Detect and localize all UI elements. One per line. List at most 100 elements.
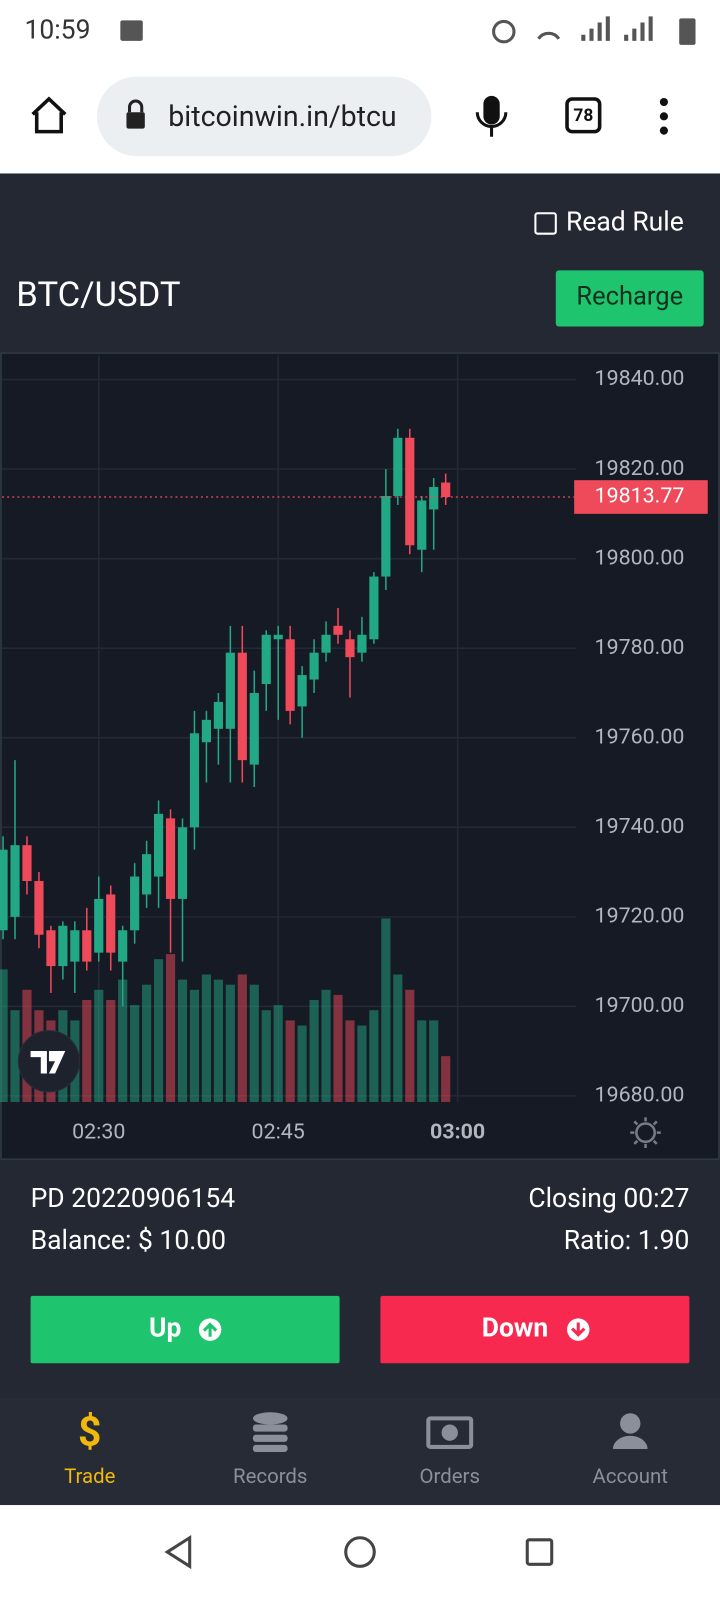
volume-bar	[94, 989, 104, 1103]
candle-body	[381, 495, 391, 577]
recharge-button[interactable]	[555, 270, 704, 327]
volume-bar	[417, 1020, 427, 1103]
nav-orders[interactable]: Orders	[420, 1464, 480, 1488]
volume-bar	[177, 979, 188, 1103]
records-icon	[252, 1412, 288, 1453]
volume-bar	[189, 989, 200, 1103]
menu-button[interactable]	[659, 97, 668, 135]
y-tick-label: 19800.00	[595, 545, 685, 570]
volume-bar	[393, 974, 403, 1103]
candle-body	[213, 701, 223, 729]
nav-trade[interactable]: Trade	[64, 1464, 116, 1488]
nav-records[interactable]: Records	[233, 1464, 307, 1488]
volume-bar	[225, 984, 235, 1103]
candle-body	[58, 925, 68, 967]
candle-body	[333, 625, 343, 635]
volume-bar	[10, 1010, 20, 1103]
status-bar	[0, 0, 720, 67]
tabs-button[interactable]	[565, 97, 602, 134]
tradingview-mark	[30, 1051, 66, 1074]
tabs-count: 78	[573, 106, 593, 126]
candle-body	[249, 692, 259, 765]
pair-title: BTC/USDT	[16, 275, 180, 315]
gallery-icon	[120, 20, 143, 41]
candle-body	[70, 930, 80, 962]
bottom-nav	[0, 1397, 720, 1506]
y-tick-label: 19760.00	[595, 724, 685, 749]
down-label: Down	[482, 1313, 549, 1344]
volume-bar	[309, 1000, 319, 1103]
volume-bar	[297, 1025, 307, 1103]
volume-bar	[142, 984, 152, 1103]
volume-bar	[405, 989, 415, 1103]
ratio-text: Ratio: 1.90	[564, 1225, 690, 1256]
volume-bar	[201, 974, 212, 1103]
y-tick-label: 19780.00	[595, 635, 685, 660]
candle-body	[225, 652, 235, 729]
home-button[interactable]	[31, 96, 67, 134]
mic-button[interactable]	[483, 95, 500, 125]
candle-body	[441, 482, 451, 498]
candle-body	[429, 487, 439, 510]
orders-icon	[426, 1416, 474, 1449]
candle-body	[285, 639, 295, 711]
down-button[interactable]	[380, 1295, 690, 1364]
tradingview-logo[interactable]	[17, 1030, 81, 1093]
y-tick-label: 19840.00	[595, 366, 685, 391]
volume-bar	[213, 979, 223, 1103]
candle-body	[165, 818, 176, 899]
recents-button[interactable]	[525, 1538, 554, 1566]
candle-body	[369, 576, 379, 640]
signal-icon	[581, 16, 610, 41]
volume-bar	[153, 959, 164, 1103]
read-rule-link[interactable]: Read Rule	[566, 206, 684, 237]
candle-body	[309, 652, 319, 680]
volume-bar	[357, 1025, 367, 1103]
candle-body	[0, 849, 8, 931]
volume-bar	[165, 954, 176, 1103]
settings-icon[interactable]	[630, 1117, 661, 1148]
candle-body	[177, 827, 188, 899]
x-tick-label: 02:30	[72, 1119, 125, 1144]
volume-bar	[345, 1020, 355, 1103]
candle-body	[297, 675, 307, 707]
rule-icon	[534, 212, 557, 235]
candle-body	[237, 652, 247, 761]
candle-body	[321, 634, 331, 653]
candle-body	[94, 898, 104, 953]
chart: 19680.00 19700.00 19720.00 19740.00 19760.00…	[0, 355, 708, 1144]
lock-icon	[126, 112, 145, 129]
volume-bar	[321, 989, 331, 1103]
x-tick-label: 03:00	[430, 1119, 485, 1144]
signal-icon-2	[624, 16, 653, 41]
up-button[interactable]	[30, 1295, 340, 1364]
url-bar[interactable]	[96, 76, 432, 157]
candle-body	[82, 930, 92, 962]
hotspot-icon	[537, 31, 561, 40]
y-tick-label: 19820.00	[595, 456, 685, 481]
home-system-button[interactable]	[344, 1536, 376, 1568]
back-button[interactable]	[164, 1534, 192, 1570]
y-tick-label: 19720.00	[595, 903, 685, 928]
alarm-icon	[492, 19, 516, 44]
volume-bar	[130, 1005, 140, 1103]
candle-body	[34, 881, 44, 935]
y-tick-label: 19740.00	[595, 814, 685, 839]
volume-bar	[285, 1020, 295, 1103]
candle-body	[10, 845, 20, 917]
volume-bar	[381, 918, 391, 1103]
candle-body	[393, 437, 403, 496]
nav-account[interactable]: Account	[593, 1464, 668, 1488]
volume-bar	[118, 979, 128, 1103]
last-price-label: 19813.77	[595, 484, 685, 509]
volume-bar	[249, 984, 259, 1103]
mic-stand	[475, 112, 508, 137]
candle-body	[130, 876, 140, 931]
volume-bar	[273, 1005, 283, 1103]
candle-body	[46, 930, 56, 967]
candle-body	[417, 500, 427, 550]
status-time: 10:59	[24, 15, 90, 46]
closing-text: Closing 00:27	[528, 1183, 689, 1214]
volume-bar	[0, 969, 8, 1103]
